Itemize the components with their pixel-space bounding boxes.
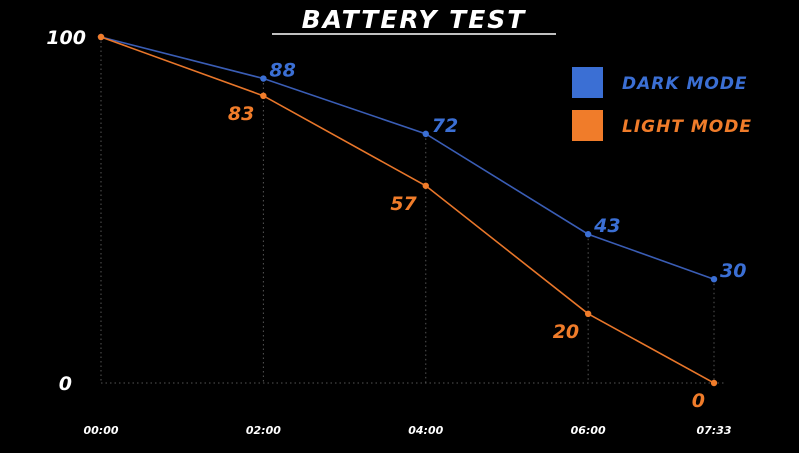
- data-point: [584, 231, 592, 238]
- y-tick-label: 0: [59, 373, 72, 395]
- data-point: [710, 276, 718, 283]
- data-point: [97, 33, 105, 41]
- data-point: [260, 92, 267, 100]
- x-tick-label: 06:00: [571, 424, 606, 437]
- legend-swatch: [572, 67, 603, 98]
- x-tick-label: 04:00: [408, 424, 443, 437]
- data-label: 88: [269, 60, 295, 82]
- data-label: 57: [390, 193, 417, 215]
- series-light-mode: 83 57 20 0: [97, 33, 718, 412]
- data-point: [260, 75, 267, 82]
- data-point: [710, 379, 718, 387]
- data-label: 0: [692, 390, 705, 412]
- data-label: 72: [432, 115, 458, 137]
- data-point: [422, 130, 429, 138]
- x-tick-label: 07:33: [696, 424, 731, 437]
- data-label: 20: [553, 321, 579, 343]
- y-tick-label: 100: [46, 27, 86, 49]
- data-point: [422, 182, 429, 189]
- legend-item: LIGHT MODE: [572, 110, 752, 141]
- data-point: [584, 310, 592, 317]
- legend-label: LIGHT MODE: [622, 117, 752, 137]
- chart-title: BATTERY TEST: [302, 5, 527, 34]
- data-label: 30: [720, 260, 746, 282]
- data-label: 83: [228, 103, 254, 125]
- data-label: 43: [593, 215, 620, 237]
- legend-swatch: [572, 110, 603, 141]
- x-tick-label: 02:00: [246, 424, 281, 437]
- legend-label: DARK MODE: [622, 74, 748, 94]
- legend-item: DARK MODE: [572, 67, 748, 98]
- x-tick-label: 00:00: [83, 424, 118, 437]
